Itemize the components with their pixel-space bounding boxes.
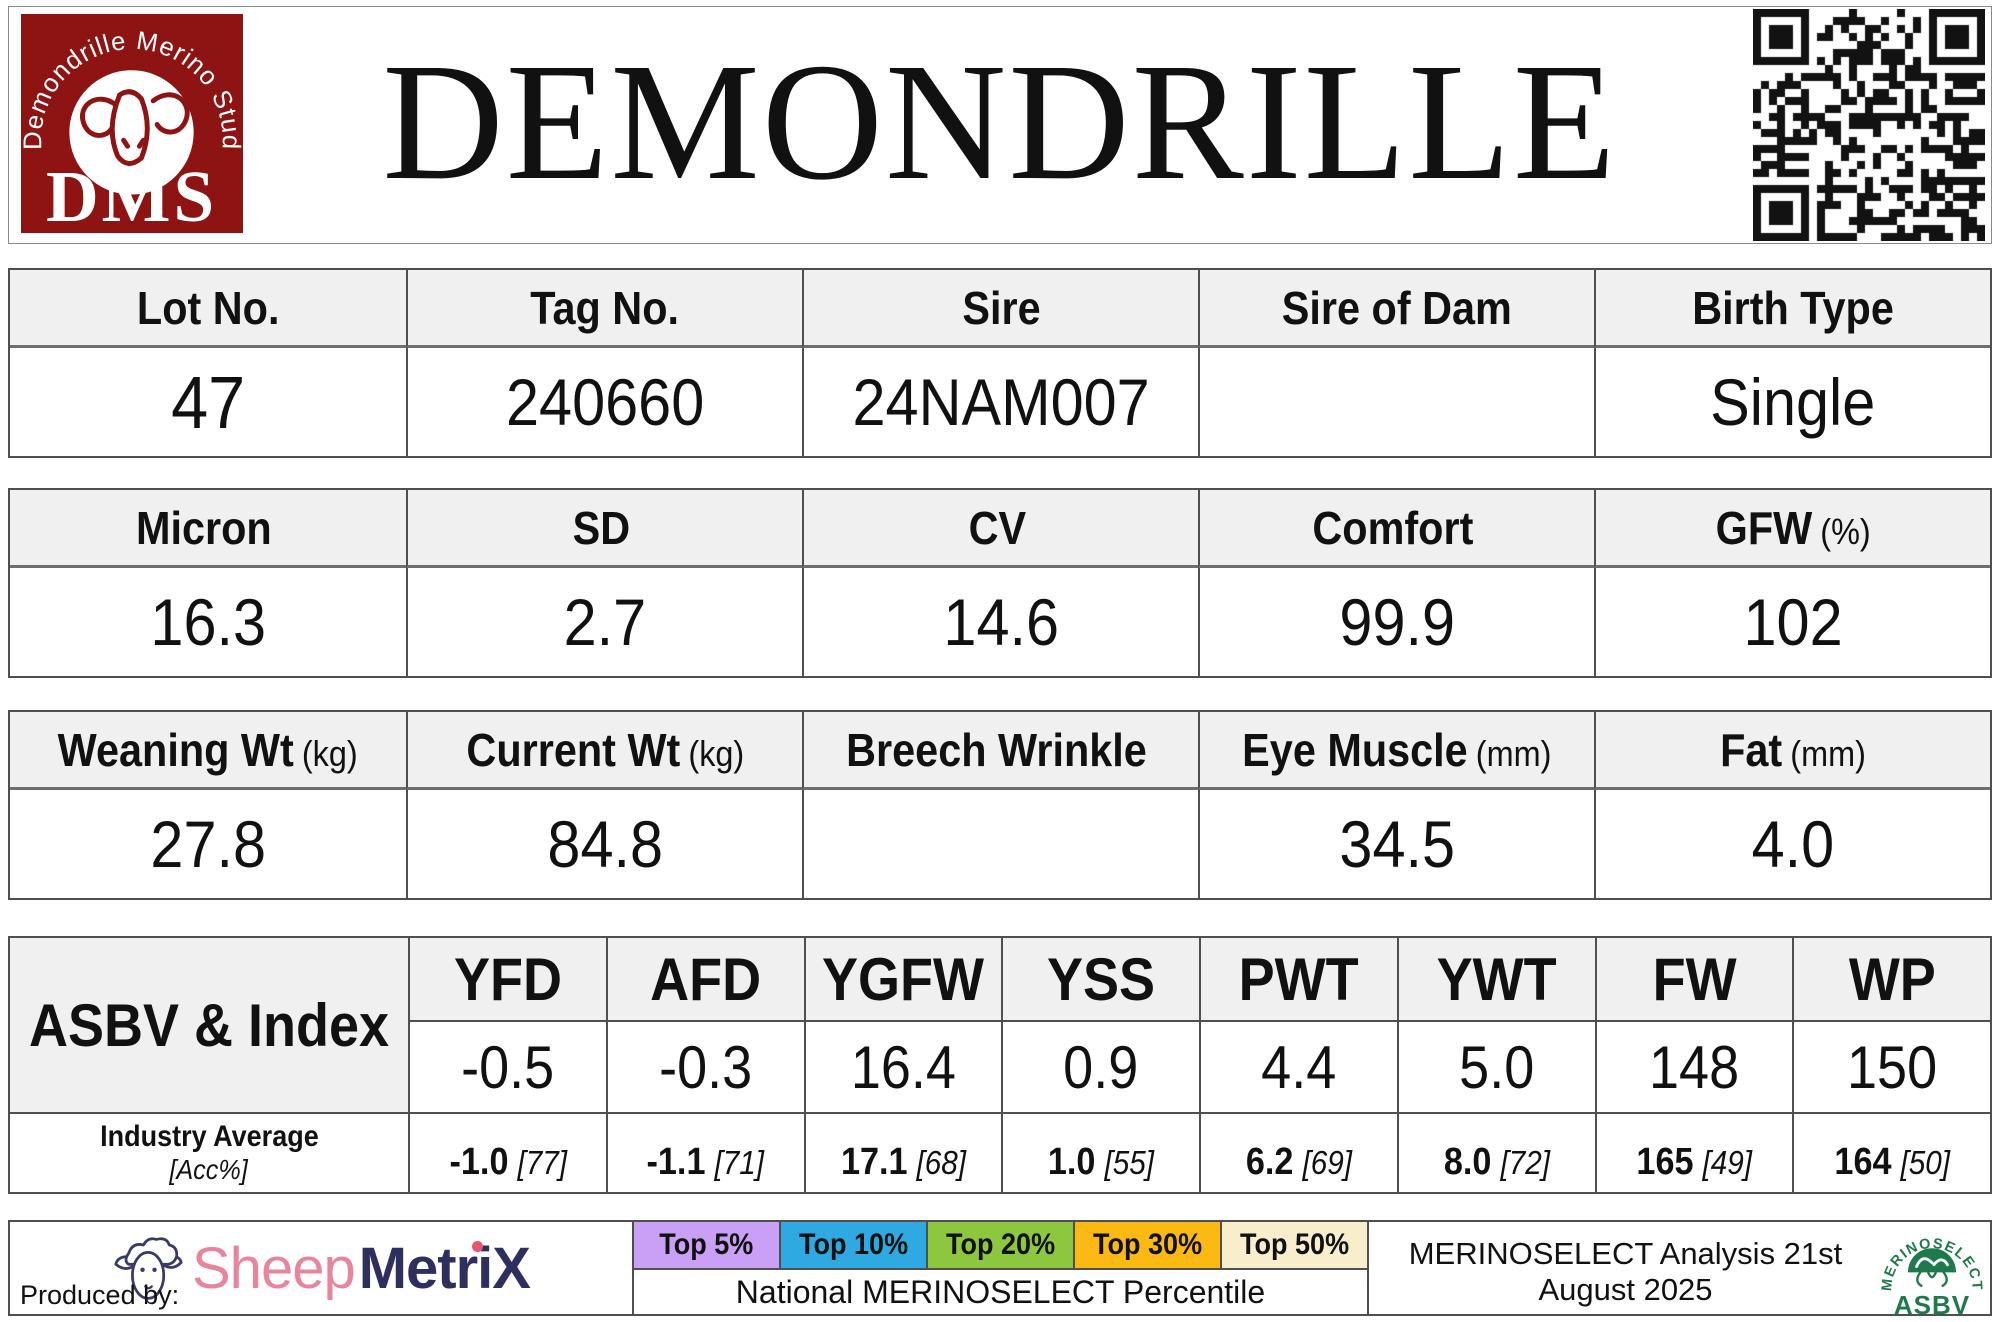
column-header-cv: CV (802, 490, 1198, 568)
column-header-birth-type: Birth Type (1594, 270, 1990, 348)
breech-wrinkle-value (802, 790, 1198, 898)
industry-value-yfd: -1.0 [77] (408, 1112, 606, 1192)
industry-value-ygfw: 17.1 [68] (803, 1112, 1002, 1192)
column-header-tag-no: Tag No. (406, 270, 802, 348)
legend-top-5: Top 5% (632, 1222, 779, 1270)
asbv-table: ASBV & Index YFD AFD YGFW YSS PWT YWT FW… (8, 936, 1992, 1194)
asbv-value-yfd: -0.5 (408, 1020, 606, 1112)
current-wt-value: 84.8 (406, 790, 802, 898)
column-header-current-wt: Current Wt (kg) (406, 712, 802, 790)
asbv-header-ygfw: YGFW (803, 938, 1002, 1020)
header: Demondrille Merino Stud DMS DEMONDRILLE (8, 6, 1992, 244)
analysis-cell: MERINOSELECT Analysis 21st August 2025 M… (1367, 1222, 1990, 1320)
asbv-header-yss: YSS (1001, 938, 1199, 1020)
ram-fleece-shape (1907, 1248, 1957, 1273)
sire-of-dam-value (1198, 348, 1594, 456)
tag-no-value: 240660 (406, 348, 802, 456)
column-header-lot-no: Lot No. (10, 270, 406, 348)
birth-type-value: Single (1594, 348, 1990, 456)
cv-value: 14.6 (802, 568, 1198, 676)
sd-value: 2.7 (406, 568, 802, 676)
produced-by-label: Produced by: (20, 1280, 180, 1310)
asbv-value-ygfw: 16.4 (803, 1020, 1002, 1112)
brand-word-metrix: MetriX (358, 1235, 531, 1301)
eye-muscle-value: 34.5 (1198, 790, 1594, 898)
asbv-value-afd: -0.3 (605, 1020, 804, 1112)
asbv-header-afd: AFD (605, 938, 804, 1020)
comfort-value: 99.9 (1198, 568, 1594, 676)
legend-top-30: Top 30% (1073, 1222, 1220, 1270)
asbv-header-ywt: YWT (1396, 938, 1595, 1020)
asbv-header-wp: WP (1792, 938, 1990, 1020)
analysis-note: MERINOSELECT Analysis 21st August 2025 (1408, 1236, 1843, 1307)
asbv-value-fw: 148 (1594, 1020, 1793, 1112)
column-header-breech-wrinkle: Breech Wrinkle (802, 712, 1198, 790)
legend-top-50: Top 50% (1220, 1222, 1367, 1270)
industry-value-wp: 164 [50] (1792, 1112, 1990, 1192)
column-header-gfw: GFW (%) (1594, 490, 1990, 568)
percentile-caption: National MERINOSELECT Percentile (632, 1270, 1367, 1314)
sheep-head-icon (114, 1237, 183, 1300)
legend-top-20: Top 20% (926, 1222, 1073, 1270)
column-header-weaning-wt: Weaning Wt (kg) (10, 712, 406, 790)
column-header-sire: Sire (802, 270, 1198, 348)
column-header-sire-of-dam: Sire of Dam (1198, 270, 1594, 348)
ram-head-icon (80, 89, 190, 166)
column-header-micron: Micron (10, 490, 406, 568)
column-header-fat: Fat (mm) (1594, 712, 1990, 790)
brand-word-sheep: Sheep (192, 1235, 356, 1301)
fat-value: 4.0 (1594, 790, 1990, 898)
qr-code-icon (1753, 9, 1985, 241)
page-title: DEMONDRILLE (382, 29, 1618, 215)
column-header-sd: SD (406, 490, 802, 568)
industry-value-pwt: 6.2 [69] (1199, 1112, 1397, 1192)
wool-table: Micron SD CV Comfort GFW (%) 16.3 2.7 14.… (8, 488, 1992, 678)
merinoselect-sub-text: ASBV (1894, 1290, 1970, 1317)
asbv-value-wp: 150 (1792, 1020, 1990, 1112)
asbv-header-yfd: YFD (408, 938, 606, 1020)
industry-value-fw: 165 [49] (1594, 1112, 1793, 1192)
producer-cell: Sheep MetriX Produced by: (10, 1222, 632, 1314)
legend-top-10: Top 10% (779, 1222, 926, 1270)
asbv-header-pwt: PWT (1199, 938, 1397, 1020)
asbv-value-ywt: 5.0 (1396, 1020, 1595, 1112)
industry-value-afd: -1.1 [71] (605, 1112, 804, 1192)
stud-logo-acronym: DMS (46, 156, 217, 236)
body-table: Weaning Wt (kg) Current Wt (kg) Breech Wri… (8, 710, 1992, 900)
industry-average-label: Industry Average [Acc%] (10, 1112, 408, 1192)
sheepmetrix-logo: Sheep MetriX (112, 1233, 531, 1303)
footer: Sheep MetriX Produced by: Top 5% Top 10%… (8, 1220, 1992, 1320)
asbv-value-yss: 0.9 (1001, 1020, 1199, 1112)
asbv-header-fw: FW (1594, 938, 1793, 1020)
identity-table: Lot No. Tag No. Sire Sire of Dam Birth T… (8, 268, 1992, 458)
stud-logo-graphic: Demondrille Merino Stud DMS (19, 14, 244, 237)
column-header-eye-muscle: Eye Muscle (mm) (1198, 712, 1594, 790)
column-header-comfort: Comfort (1198, 490, 1594, 568)
stud-logo: Demondrille Merino Stud DMS (19, 14, 245, 237)
gfw-value: 102 (1594, 568, 1990, 676)
merinoselect-asbv-logo: MERINOSELECT ASBV (1878, 1218, 1986, 1322)
lot-no-value: 47 (170, 360, 246, 444)
industry-value-yss: 1.0 [55] (1001, 1112, 1199, 1192)
asbv-value-pwt: 4.4 (1199, 1020, 1397, 1112)
weaning-wt-value: 27.8 (150, 807, 266, 881)
asbv-row-label: ASBV & Index (10, 938, 408, 1112)
sire-value: 24NAM007 (802, 348, 1198, 456)
brand-i-dot (471, 1240, 483, 1252)
micron-value: 16.3 (150, 585, 266, 659)
industry-value-ywt: 8.0 [72] (1396, 1112, 1595, 1192)
